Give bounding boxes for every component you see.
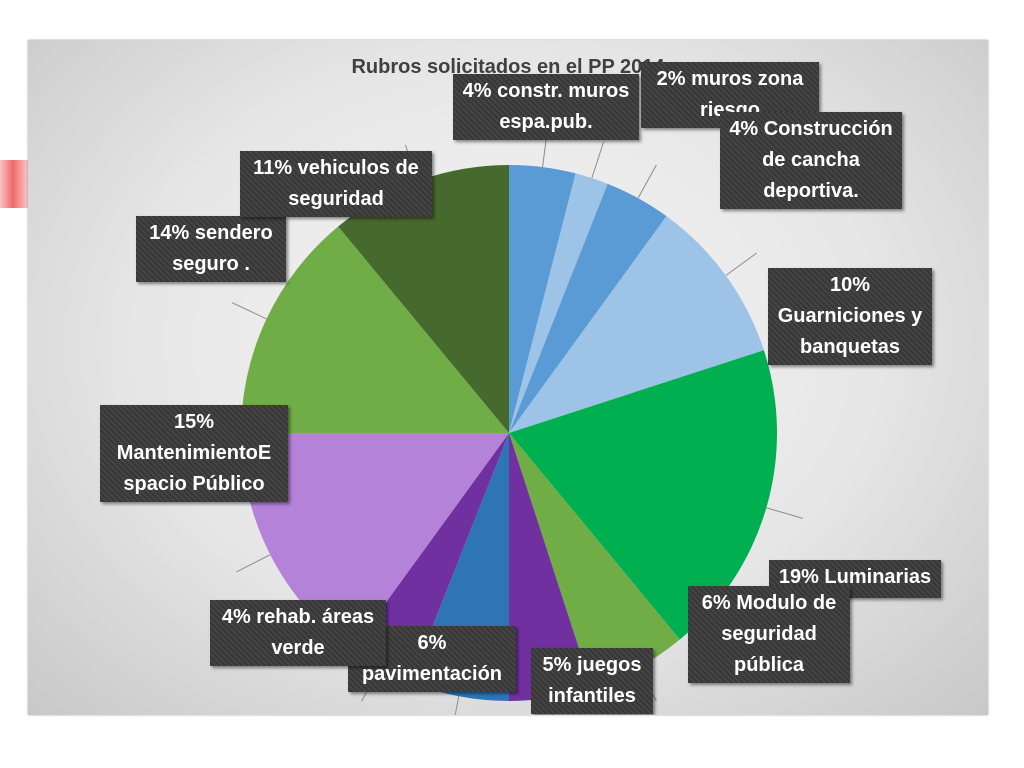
data-label-sendero-seguro: 14% sendero seguro . — [136, 216, 286, 282]
data-label-guarniciones: 10% Guarniciones y banquetas — [768, 268, 932, 365]
pie-slice-6 — [509, 433, 592, 701]
pie-slice-0 — [509, 165, 576, 433]
data-label-juegos-infantiles: 5% juegos infantiles — [531, 648, 653, 714]
pie-slice-5 — [509, 433, 680, 688]
leader-line-10 — [231, 302, 267, 320]
chart-title: Rubros solicitados en el PP 2014 — [351, 56, 665, 78]
leader-line-2 — [637, 164, 657, 199]
data-label-cancha-deportiva: 4% Construcción de cancha deportiva. — [720, 112, 902, 209]
pie-slice-1 — [509, 173, 608, 434]
leader-line-3 — [725, 252, 757, 276]
chart-area: Rubros solicitados en el PP 2014 4% cons… — [28, 40, 988, 715]
leader-line-1 — [591, 141, 605, 179]
leader-line-9 — [236, 554, 271, 573]
leader-line-4 — [766, 507, 803, 519]
pie-slice-4 — [509, 350, 777, 640]
data-label-constr-muros: 4% constr. muros espa.pub. — [453, 74, 639, 140]
pie-slice-10 — [241, 226, 509, 433]
pie-slice-8 — [351, 433, 509, 683]
data-label-modulo-seguridad: 6% Modulo de seguridad pública — [688, 586, 850, 683]
pie-slice-2 — [509, 183, 667, 433]
slide-accent-bar — [0, 160, 32, 208]
pie-slice-3 — [509, 216, 764, 433]
pie-slice-11 — [338, 165, 509, 433]
data-label-rehab-areas: 4% rehab. áreas verde — [210, 600, 386, 666]
pie-slice-9 — [241, 433, 509, 650]
leader-line-7 — [454, 696, 460, 715]
data-label-mantenimiento: 15% MantenimientoE spacio Público — [100, 405, 288, 502]
data-label-vehiculos: 11% vehiculos de seguridad — [240, 151, 432, 217]
